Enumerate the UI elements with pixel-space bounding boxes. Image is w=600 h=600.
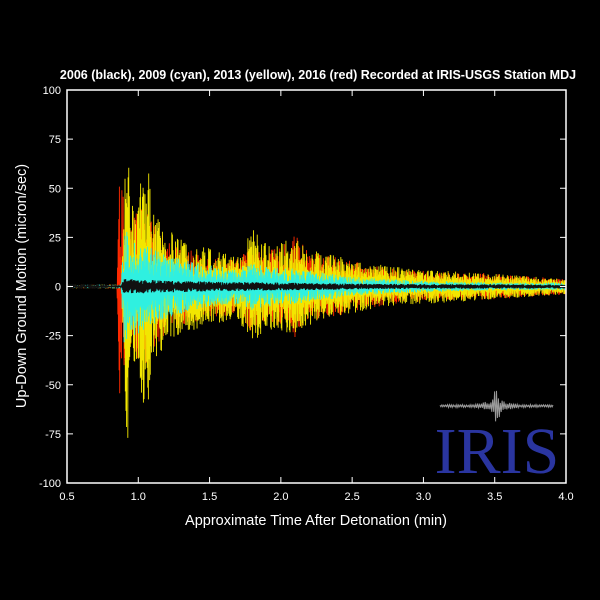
x-tick-label: 2.0 (273, 491, 288, 503)
y-tick-label: 25 (49, 232, 61, 244)
iris-logo: IRIS (435, 390, 560, 488)
iris-logo-text: IRIS (435, 415, 560, 488)
y-axis: -100 -75 -50 -25 0 25 50 75 100 (39, 85, 566, 490)
y-tick-label: 100 (43, 85, 61, 97)
y-tick-label: 0 (55, 282, 61, 294)
x-tick-label: 4.0 (558, 491, 573, 503)
y-tick-label: -75 (45, 429, 61, 441)
y-tick-label: 75 (49, 134, 61, 146)
y-tick-label: -25 (45, 331, 61, 343)
x-tick-label: 3.0 (416, 491, 431, 503)
plot-area (67, 167, 566, 438)
x-axis-label: Approximate Time After Detonation (min) (185, 513, 447, 529)
x-tick-label: 1.0 (131, 491, 146, 503)
series-trace-2006 (67, 279, 566, 294)
x-tick-label: 2.5 (344, 491, 359, 503)
seismogram-icon (439, 390, 554, 422)
y-tick-label: 50 (49, 183, 61, 195)
x-axis: 0.5 1.0 1.5 2.0 2.5 3.0 3.5 4.0 (59, 90, 574, 503)
x-tick-label: 0.5 (59, 491, 74, 503)
y-axis-label: Up-Down Ground Motion (micron/sec) (14, 164, 30, 408)
x-tick-label: 3.5 (487, 491, 502, 503)
y-tick-label: -100 (39, 478, 61, 490)
y-tick-label: -50 (45, 380, 61, 392)
x-tick-label: 1.5 (202, 491, 217, 503)
chart-title: 2006 (black), 2009 (cyan), 2013 (yellow)… (60, 68, 576, 82)
seismogram-traces (67, 167, 566, 438)
